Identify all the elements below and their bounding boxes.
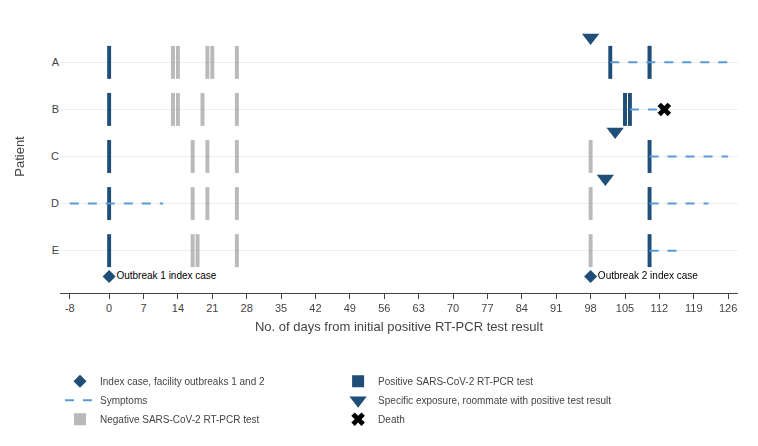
svg-text:-8: -8 — [65, 302, 75, 314]
svg-text:Death: Death — [378, 414, 405, 425]
svg-text:A: A — [52, 56, 60, 68]
svg-text:105: 105 — [616, 302, 634, 314]
svg-text:E: E — [52, 244, 59, 256]
svg-text:84: 84 — [516, 302, 528, 314]
svg-text:56: 56 — [378, 302, 390, 314]
svg-text:Patient: Patient — [12, 136, 27, 177]
svg-text:77: 77 — [481, 302, 493, 314]
svg-text:91: 91 — [550, 302, 562, 314]
svg-text:63: 63 — [413, 302, 425, 314]
svg-text:Index case, facility outbreaks: Index case, facility outbreaks 1 and 2 — [100, 376, 265, 387]
svg-text:21: 21 — [206, 302, 218, 314]
svg-text:Outbreak 1 index case: Outbreak 1 index case — [116, 270, 216, 281]
svg-text:42: 42 — [309, 302, 321, 314]
svg-text:112: 112 — [651, 302, 669, 314]
svg-text:Specific exposure, roommate wi: Specific exposure, roommate with positiv… — [378, 395, 611, 406]
svg-text:35: 35 — [275, 302, 287, 314]
svg-text:Negative SARS-CoV-2 RT-PCR tes: Negative SARS-CoV-2 RT-PCR test — [100, 414, 260, 425]
svg-text:70: 70 — [447, 302, 459, 314]
svg-text:D: D — [51, 197, 59, 209]
svg-text:No. of days from initial posit: No. of days from initial positive RT-PCR… — [255, 319, 543, 334]
svg-text:B: B — [52, 103, 59, 115]
svg-text:Positive SARS-CoV-2 RT-PCR tes: Positive SARS-CoV-2 RT-PCR test — [378, 376, 533, 387]
svg-text:119: 119 — [685, 302, 703, 314]
svg-text:28: 28 — [241, 302, 253, 314]
svg-text:C: C — [51, 150, 59, 162]
svg-text:126: 126 — [719, 302, 737, 314]
svg-text:Outbreak 2 index case: Outbreak 2 index case — [598, 270, 698, 281]
svg-text:Symptoms: Symptoms — [100, 395, 147, 406]
svg-text:14: 14 — [172, 302, 184, 314]
svg-text:7: 7 — [140, 302, 146, 314]
svg-text:0: 0 — [106, 302, 112, 314]
svg-text:49: 49 — [344, 302, 356, 314]
svg-text:98: 98 — [584, 302, 596, 314]
